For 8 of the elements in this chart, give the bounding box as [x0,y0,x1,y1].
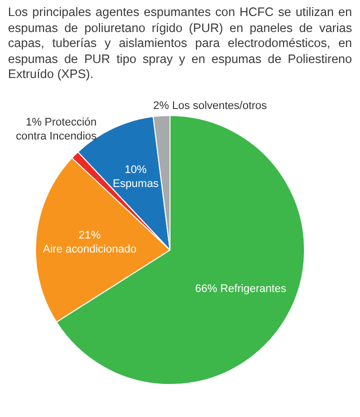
data-label: 21% [78,229,101,242]
slice-label: Aire acondicionado [42,243,136,256]
slice-label: 2% Los solventes/otros [153,100,268,112]
chart-title: Los principales agentes espumantes con HCFC se utilizan en espumas de poliuretano rígido (PUR) en paneles de varias capas, tuberías y aislamientos para electrodomésticos, en espumas de PUR tipo spray y en espumas de Poliestireno Extruído (XPS). [7,4,353,81]
slice-label: 1% Protección contra Incendios [16,116,98,143]
data-label: 10% [124,164,147,176]
slice-label: Espumas [112,178,160,190]
slice-label: 66% Refrigerantes [195,282,287,295]
